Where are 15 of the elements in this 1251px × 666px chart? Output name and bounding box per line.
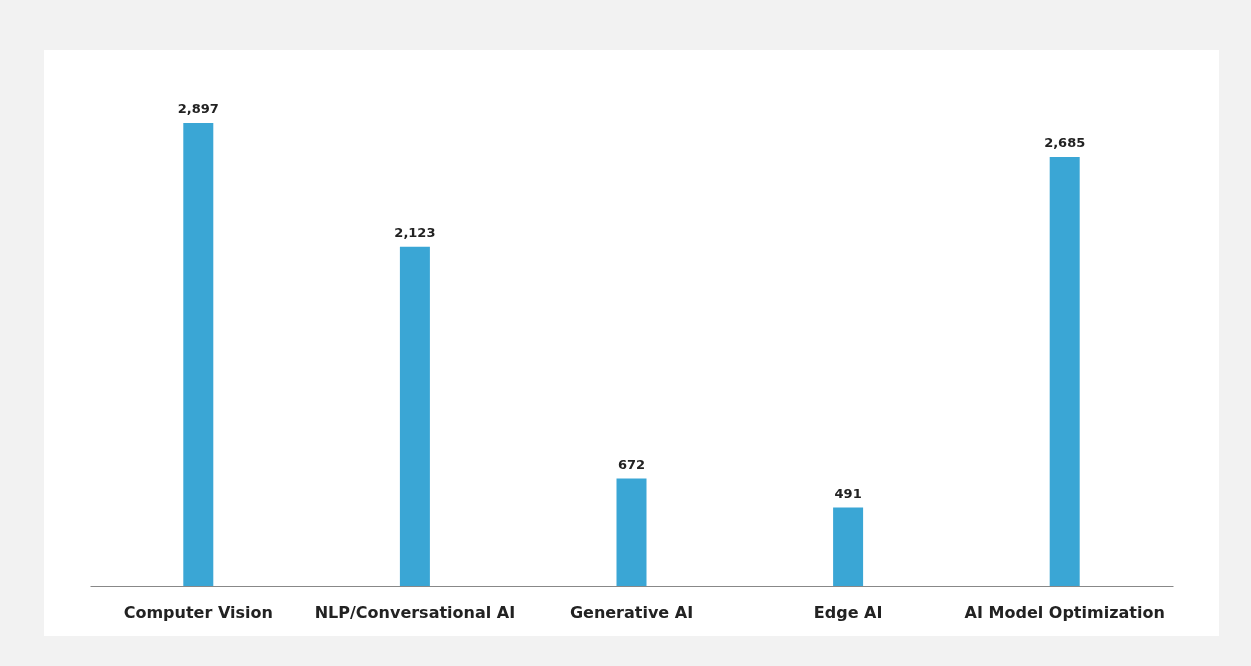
bar: [833, 507, 864, 586]
data-label: 2,123: [394, 224, 436, 240]
bar: [616, 478, 647, 586]
data-label: 2,897: [177, 101, 219, 116]
data-label: 672: [617, 456, 646, 472]
x-tick-label: Edge AI: [813, 602, 883, 622]
x-tick-label: Computer Vision: [123, 602, 273, 622]
bar: [183, 123, 214, 586]
bar: [399, 246, 430, 586]
bar: [1049, 156, 1080, 586]
data-label: 2,685: [1044, 134, 1086, 150]
data-label: 491: [834, 485, 862, 501]
x-tick-label: AI Model Optimization: [964, 602, 1165, 622]
x-tick-label: Generative AI: [569, 602, 694, 622]
x-tick-label: NLP/Conversational AI: [314, 602, 516, 622]
